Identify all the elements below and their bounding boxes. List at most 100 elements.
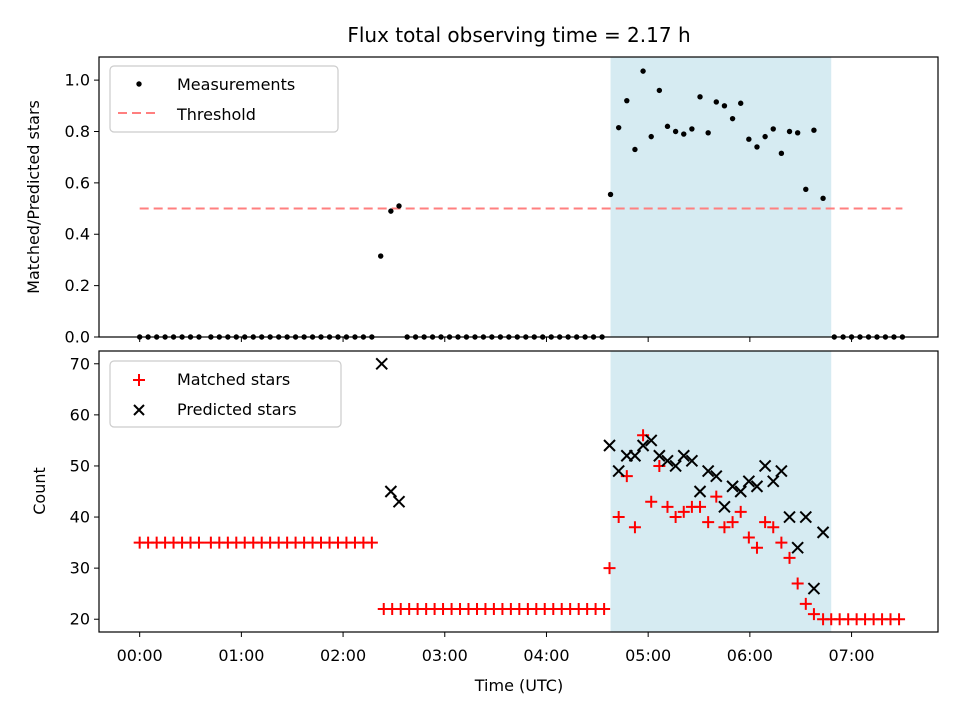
predicted-star-point: [392, 495, 406, 508]
matched-star-point: [718, 521, 731, 534]
matched-star-point: [734, 505, 747, 518]
count-legend-box: [109, 360, 342, 428]
predicted-star-point: [661, 454, 674, 468]
legend-predicted-marker: [133, 404, 145, 416]
predicted-star-point: [791, 541, 804, 554]
matched-star-point: [598, 603, 611, 616]
predicted-star-point: [645, 434, 658, 447]
measurement-point: [378, 253, 384, 259]
predicted-star-point: [775, 464, 788, 478]
matched-star-point: [710, 490, 723, 503]
y-tick-label: 0.0: [65, 328, 90, 347]
legend-predicted-label: Predicted stars: [177, 400, 297, 419]
matched-star-point: [807, 608, 820, 621]
y-tick-label: 40: [70, 508, 90, 527]
measurements-points: [136, 68, 906, 340]
y-tick-label: 70: [70, 354, 90, 373]
matched-star-point: [791, 577, 804, 590]
matched-star-point: [767, 521, 780, 534]
matched-star-point: [365, 536, 378, 549]
predicted-star-point: [726, 480, 739, 493]
legend-matched-marker: [133, 374, 145, 386]
x-axis-label: Time (UTC): [474, 676, 563, 695]
measurement-point: [681, 131, 687, 137]
measurement-point: [656, 87, 663, 94]
predicted-star-point: [734, 485, 747, 498]
measurement-point: [607, 191, 614, 198]
ratio-panel: 0.0 0.2 0.4 0.6 0.8 1.0 Matched/Predicted sta…: [24, 56, 939, 347]
matched-star-point: [702, 516, 715, 529]
measurement-point: [738, 100, 744, 106]
matched-stars-points: [133, 429, 906, 626]
measurement-point: [396, 203, 402, 209]
y-tick-label: 60: [70, 405, 90, 424]
matched-star-point: [669, 511, 682, 524]
ratio-y-axis-label: Matched/Predicted stars: [24, 100, 43, 294]
measurement-point: [754, 144, 760, 150]
x-tick-label: 05:00: [625, 646, 671, 665]
measurement-point: [705, 130, 711, 136]
predicted-star-point: [685, 454, 699, 468]
predicted-star-point: [636, 439, 650, 452]
y-tick-label: 20: [70, 610, 90, 629]
measurement-point: [820, 195, 826, 201]
matched-star-point: [799, 597, 812, 610]
y-tick-label: 0.4: [65, 225, 90, 244]
predicted-star-point: [799, 510, 813, 524]
predicted-star-point: [758, 459, 772, 473]
predicted-star-point: [701, 464, 715, 478]
matched-star-point: [661, 500, 674, 513]
count-legend: Matched stars Predicted stars: [109, 360, 342, 428]
measurement-point: [794, 130, 801, 136]
matched-star-point: [750, 541, 763, 554]
count-x-ticks: 00:00 01:00 02:00 03:00 04:00 05:00 06:00 07:00: [117, 632, 875, 665]
matched-star-point: [759, 516, 772, 529]
measurement-point: [648, 133, 654, 140]
predicted-star-point: [677, 449, 690, 462]
predicted-star-point: [653, 449, 666, 462]
predicted-star-point: [710, 469, 723, 483]
x-tick-label: 01:00: [218, 646, 264, 665]
predicted-star-point: [750, 480, 764, 493]
measurement-point: [640, 68, 646, 74]
measurement-point: [721, 103, 728, 109]
predicted-star-point: [603, 439, 616, 452]
matched-star-point: [726, 516, 739, 529]
y-tick-label: 1.0: [65, 71, 90, 90]
y-tick-label: 0.8: [65, 122, 90, 141]
count-y-ticks: 20 30 40 50 60 70: [70, 354, 99, 629]
y-tick-label: 50: [70, 456, 90, 475]
measurement-point: [689, 126, 695, 132]
legend-measurements-label: Measurements: [177, 75, 295, 94]
count-panel: 20 30 40 50 60 70 00:00 01:00 02:00 03:00 04:00 05…: [30, 350, 939, 695]
observing-window-span: [610, 351, 832, 632]
measurement-point: [786, 128, 793, 135]
matched-star-point: [783, 551, 796, 564]
predicted-star-point: [783, 510, 796, 524]
predicted-star-point: [767, 475, 780, 488]
measurement-point: [388, 208, 394, 214]
predicted-star-point: [612, 464, 625, 478]
matched-star-point: [612, 511, 625, 524]
chart-title: Flux total observing time = 2.17 h: [347, 23, 690, 47]
count-axes-frame: [98, 350, 939, 633]
y-tick-label: 0.6: [65, 173, 90, 192]
measurement-point: [729, 115, 736, 122]
predicted-star-point: [718, 500, 731, 514]
predicted-stars-points: [375, 357, 830, 595]
matched-star-point: [603, 562, 616, 575]
predicted-star-point: [816, 526, 830, 539]
measurement-point: [770, 126, 776, 132]
measurement-point: [746, 136, 752, 142]
y-tick-label: 0.2: [65, 276, 90, 295]
ratio-legend-box: [109, 65, 339, 133]
x-tick-label: 07:00: [829, 646, 875, 665]
matched-star-point: [192, 536, 205, 549]
x-tick-label: 02:00: [320, 646, 366, 665]
matched-star-point: [628, 521, 641, 534]
count-y-axis-label: Count: [30, 467, 49, 515]
predicted-star-point: [742, 475, 756, 488]
legend-matched-label: Matched stars: [177, 370, 290, 389]
measurement-point: [762, 133, 768, 140]
